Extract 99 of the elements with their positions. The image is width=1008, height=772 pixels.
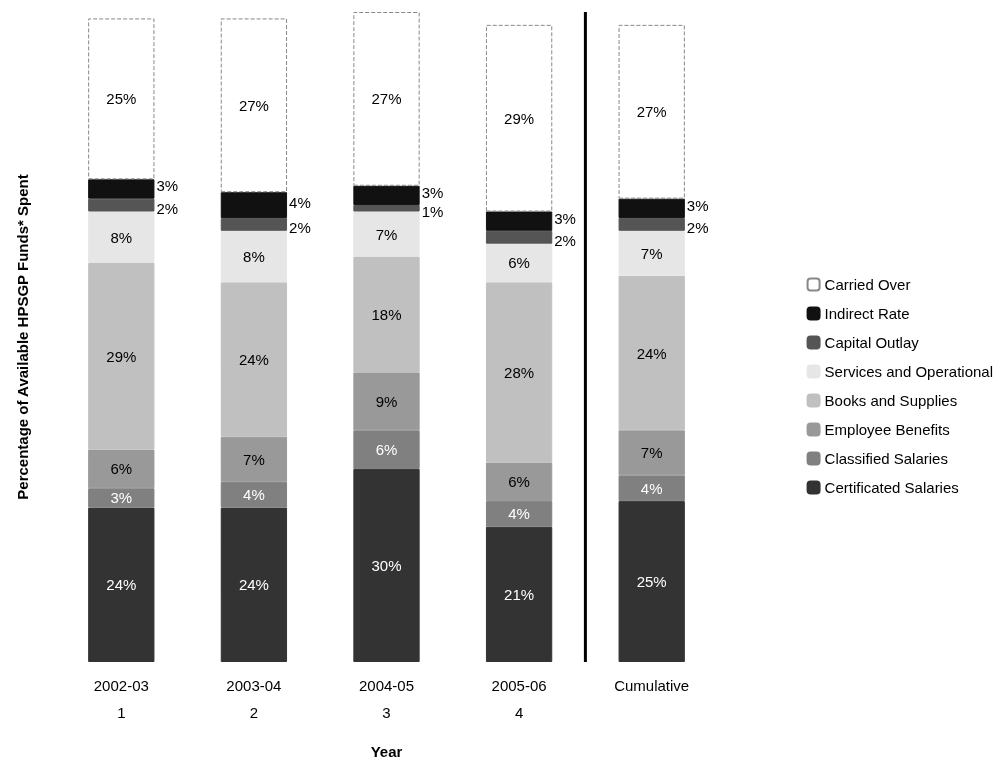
data-label: 2%	[686, 218, 709, 236]
bar	[353, 256, 420, 373]
bar	[353, 372, 420, 431]
bar	[220, 18, 288, 193]
data-label: 6%	[110, 460, 133, 478]
data-label: 4%	[289, 193, 311, 211]
legend-label: Classified Salaries	[824, 450, 948, 467]
bar	[353, 205, 420, 212]
bar	[618, 430, 685, 476]
data-label: 3%	[156, 177, 179, 195]
bar	[88, 488, 155, 508]
data-label: 7%	[640, 444, 663, 462]
bar	[485, 230, 553, 244]
legend-label: Employee Benefits	[824, 421, 950, 438]
data-label: 3%	[686, 196, 709, 214]
bar	[88, 211, 155, 263]
bar	[220, 217, 288, 231]
x-axis-title: Year	[370, 743, 403, 760]
bar	[618, 475, 685, 502]
text: 4	[514, 703, 524, 721]
data-label: 2%	[156, 199, 179, 217]
data-label: 24%	[106, 576, 137, 594]
data-label: 24%	[636, 344, 667, 362]
legend-label: Services and Operational	[824, 363, 994, 380]
bar	[88, 179, 155, 199]
data-label: 29%	[504, 109, 535, 127]
data-label: 1%	[421, 202, 444, 220]
data-label: 7%	[640, 244, 663, 262]
data-label: 3%	[554, 209, 576, 227]
data-label: 7%	[243, 450, 265, 468]
bar	[618, 24, 685, 199]
text: 1	[117, 703, 126, 721]
legend-label: Capital Outlay	[824, 334, 920, 351]
data-label: 9%	[375, 392, 398, 410]
data-label: 6%	[375, 441, 398, 459]
data-label: 8%	[243, 248, 265, 266]
legend-label: Books and Supplies	[824, 392, 958, 409]
data-label: 4%	[508, 505, 530, 523]
bar	[618, 198, 685, 218]
data-label: 6%	[508, 254, 530, 272]
data-label: 21%	[504, 585, 535, 603]
bar	[220, 282, 288, 437]
x-tick-label: 2004-05	[358, 676, 415, 694]
bar	[88, 507, 155, 662]
bar	[353, 430, 420, 469]
data-label: 6%	[508, 473, 530, 491]
legend-label: Indirect Rate	[824, 305, 910, 322]
legend-label: Certificated Salaries	[824, 479, 959, 496]
bar	[353, 468, 420, 662]
bar	[220, 192, 288, 218]
bar	[220, 230, 288, 283]
data-label: 2%	[554, 231, 576, 249]
bar	[353, 211, 420, 257]
bar	[88, 198, 155, 212]
bar	[353, 12, 420, 186]
x-tick-label: 2003-04	[226, 676, 282, 694]
bar	[220, 481, 288, 508]
x-tick-label: Cumulative	[614, 676, 690, 694]
data-label: 4%	[243, 486, 265, 504]
bar	[485, 243, 553, 283]
bar	[88, 262, 155, 450]
data-label: 4%	[640, 479, 663, 497]
data-label: 3%	[421, 183, 444, 201]
text: 2	[249, 703, 259, 721]
data-label: 7%	[375, 225, 398, 243]
data-label: 27%	[636, 103, 667, 121]
data-label: 25%	[636, 573, 667, 591]
bar	[485, 211, 553, 231]
data-label: 25%	[106, 90, 137, 108]
data-label: 24%	[238, 576, 269, 594]
bar	[353, 185, 420, 206]
data-label: 2%	[289, 218, 311, 236]
y-axis-title: Percentage of Available HPSGP Funds* Spent	[14, 174, 31, 500]
data-label: 27%	[371, 90, 402, 108]
bar	[88, 449, 155, 489]
legend-label: Carried Over	[824, 276, 911, 293]
x-tick-label: 2005-06	[491, 676, 547, 694]
bar	[485, 526, 553, 662]
data-label: 28%	[504, 363, 535, 381]
data-label: 3%	[110, 489, 133, 507]
data-label: 18%	[371, 305, 402, 323]
data-label: 27%	[238, 96, 269, 114]
bar	[88, 18, 155, 180]
text: 3	[382, 703, 391, 721]
bar	[618, 230, 685, 276]
x-tick-label: 2002-03	[93, 676, 149, 694]
data-label: 29%	[106, 347, 137, 365]
bar	[485, 462, 553, 502]
bar	[485, 24, 553, 212]
data-label: 30%	[371, 556, 402, 574]
bar	[618, 501, 685, 662]
bar	[485, 501, 553, 527]
bar	[618, 275, 685, 431]
bar	[220, 507, 288, 662]
bar	[618, 217, 685, 231]
data-label: 8%	[110, 228, 133, 246]
bar	[220, 436, 288, 482]
bar	[485, 282, 553, 463]
data-label: 24%	[238, 351, 269, 369]
